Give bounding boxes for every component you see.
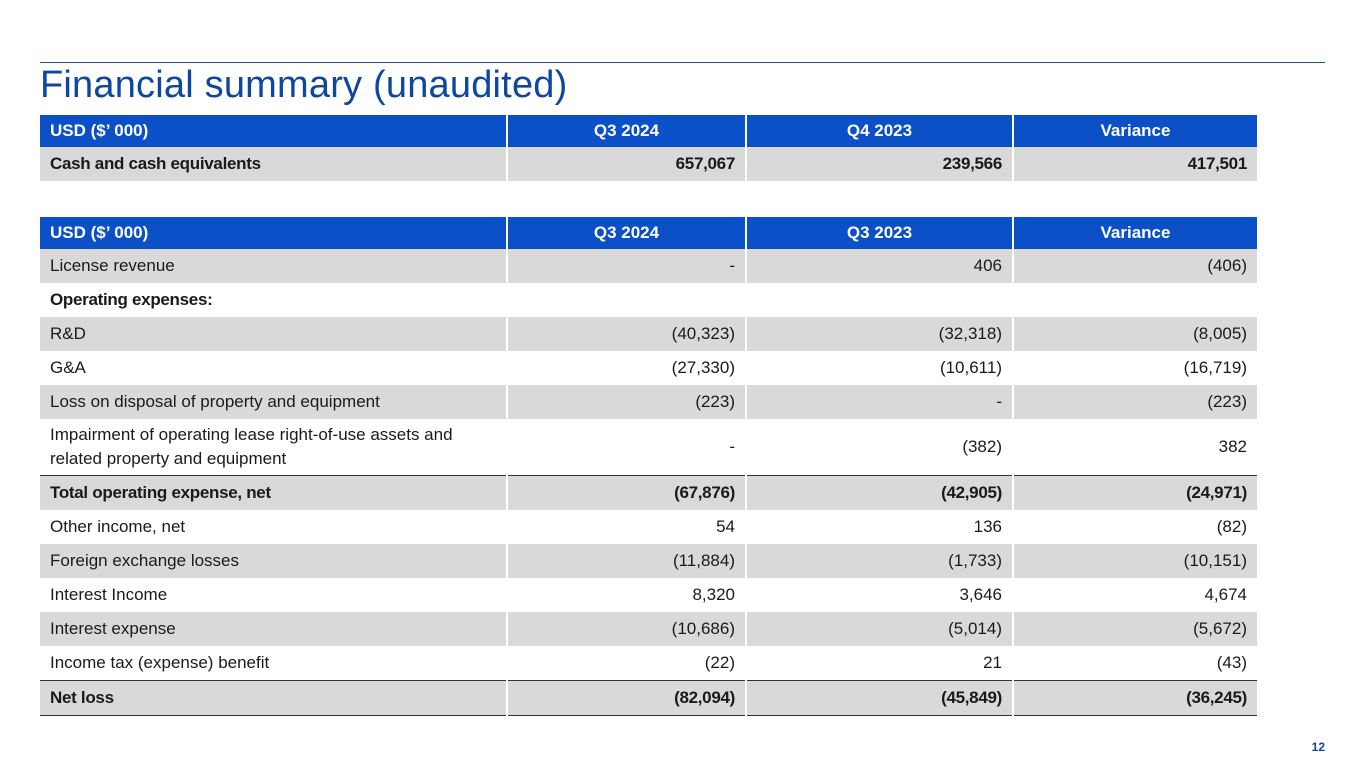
header-q3-2024: Q3 2024 bbox=[506, 217, 746, 249]
header-q3-2024: Q3 2024 bbox=[506, 115, 746, 147]
table-row: Operating expenses: bbox=[40, 283, 1257, 317]
cell-q3-2024: - bbox=[506, 419, 746, 476]
cell-q3-2023 bbox=[745, 283, 1013, 317]
cell-q3-2023: (32,318) bbox=[745, 317, 1013, 351]
cell-variance: (82) bbox=[1012, 510, 1257, 544]
cell-q3-2023: 406 bbox=[745, 249, 1013, 283]
table-row: Cash and cash equivalents 657,067 239,56… bbox=[40, 147, 1257, 181]
row-label: Cash and cash equivalents bbox=[40, 147, 507, 181]
cell-q3-2024: 657,067 bbox=[506, 147, 746, 181]
cell-q3-2024: 54 bbox=[506, 510, 746, 544]
header-q4-2023: Q4 2023 bbox=[745, 115, 1013, 147]
cell-variance: (43) bbox=[1012, 646, 1257, 681]
cell-q3-2024: (67,876) bbox=[506, 475, 746, 510]
cell-q3-2023: (45,849) bbox=[745, 680, 1013, 716]
row-label: R&D bbox=[40, 317, 507, 351]
table-row: R&D (40,323) (32,318) (8,005) bbox=[40, 317, 1257, 351]
cell-q3-2023: 21 bbox=[745, 646, 1013, 681]
table-header-row: USD ($’ 000) Q3 2024 Q4 2023 Variance bbox=[40, 115, 1257, 147]
title-divider-line bbox=[40, 62, 1325, 63]
cell-q3-2023: (42,905) bbox=[745, 475, 1013, 510]
cell-q3-2024: (27,330) bbox=[506, 351, 746, 385]
header-variance: Variance bbox=[1012, 217, 1257, 249]
page-title: Financial summary (unaudited) bbox=[40, 64, 568, 106]
cell-q3-2024: (10,686) bbox=[506, 612, 746, 646]
row-label: Other income, net bbox=[40, 510, 507, 544]
table-row: Other income, net 54 136 (82) bbox=[40, 510, 1257, 544]
cell-q3-2024: (223) bbox=[506, 385, 746, 419]
header-q3-2023: Q3 2023 bbox=[745, 217, 1013, 249]
page-number: 12 bbox=[1311, 740, 1325, 754]
cell-variance: (16,719) bbox=[1012, 351, 1257, 385]
table-row: Income tax (expense) benefit (22) 21 (43… bbox=[40, 646, 1257, 681]
row-label: Loss on disposal of property and equipme… bbox=[40, 385, 507, 419]
cell-q3-2024: (22) bbox=[506, 646, 746, 681]
table-row: Foreign exchange losses (11,884) (1,733)… bbox=[40, 544, 1257, 578]
table-row: Impairment of operating lease right-of-u… bbox=[40, 419, 1257, 476]
row-label: Net loss bbox=[40, 680, 507, 716]
table-row: License revenue - 406 (406) bbox=[40, 249, 1257, 283]
row-label: Income tax (expense) benefit bbox=[40, 646, 507, 681]
cell-q3-2023: 136 bbox=[745, 510, 1013, 544]
cell-variance: (5,672) bbox=[1012, 612, 1257, 646]
table-row-net-loss: Net loss (82,094) (45,849) (36,245) bbox=[40, 680, 1257, 716]
row-label: G&A bbox=[40, 351, 507, 385]
cell-variance: (24,971) bbox=[1012, 475, 1257, 510]
cell-variance: 417,501 bbox=[1012, 147, 1257, 181]
cell-variance: (10,151) bbox=[1012, 544, 1257, 578]
cell-q3-2023: (5,014) bbox=[745, 612, 1013, 646]
cell-q3-2024: - bbox=[506, 249, 746, 283]
cell-variance: (223) bbox=[1012, 385, 1257, 419]
header-variance: Variance bbox=[1012, 115, 1257, 147]
row-label: Impairment of operating lease right-of-u… bbox=[40, 419, 507, 476]
operations-summary-table: USD ($’ 000) Q3 2024 Q3 2023 Variance Li… bbox=[40, 217, 1257, 716]
table-row: G&A (27,330) (10,611) (16,719) bbox=[40, 351, 1257, 385]
row-label: Operating expenses: bbox=[40, 283, 507, 317]
cell-q3-2024 bbox=[506, 283, 746, 317]
cell-variance: (36,245) bbox=[1012, 680, 1257, 716]
header-currency: USD ($’ 000) bbox=[40, 115, 507, 147]
cell-q3-2024: (11,884) bbox=[506, 544, 746, 578]
row-label: Interest Income bbox=[40, 578, 507, 612]
cell-variance: 4,674 bbox=[1012, 578, 1257, 612]
table-header-row: USD ($’ 000) Q3 2024 Q3 2023 Variance bbox=[40, 217, 1257, 249]
cell-variance: (8,005) bbox=[1012, 317, 1257, 351]
cell-variance: 382 bbox=[1012, 419, 1257, 476]
cell-q3-2023: (10,611) bbox=[745, 351, 1013, 385]
row-label: Total operating expense, net bbox=[40, 475, 507, 510]
table-row-total: Total operating expense, net (67,876) (4… bbox=[40, 475, 1257, 510]
row-label: License revenue bbox=[40, 249, 507, 283]
cell-variance: (406) bbox=[1012, 249, 1257, 283]
cell-variance bbox=[1012, 283, 1257, 317]
header-currency: USD ($’ 000) bbox=[40, 217, 507, 249]
cell-q3-2024: 8,320 bbox=[506, 578, 746, 612]
cash-summary-table: USD ($’ 000) Q3 2024 Q4 2023 Variance Ca… bbox=[40, 115, 1257, 181]
row-label: Foreign exchange losses bbox=[40, 544, 507, 578]
cell-q3-2023: (1,733) bbox=[745, 544, 1013, 578]
table-row: Interest Income 8,320 3,646 4,674 bbox=[40, 578, 1257, 612]
table-row: Loss on disposal of property and equipme… bbox=[40, 385, 1257, 419]
cell-q3-2024: (40,323) bbox=[506, 317, 746, 351]
cell-q3-2023: (382) bbox=[745, 419, 1013, 476]
cell-q3-2023: 3,646 bbox=[745, 578, 1013, 612]
cell-q3-2024: (82,094) bbox=[506, 680, 746, 716]
row-label: Interest expense bbox=[40, 612, 507, 646]
table-row: Interest expense (10,686) (5,014) (5,672… bbox=[40, 612, 1257, 646]
cell-q4-2023: 239,566 bbox=[745, 147, 1013, 181]
cell-q3-2023: - bbox=[745, 385, 1013, 419]
